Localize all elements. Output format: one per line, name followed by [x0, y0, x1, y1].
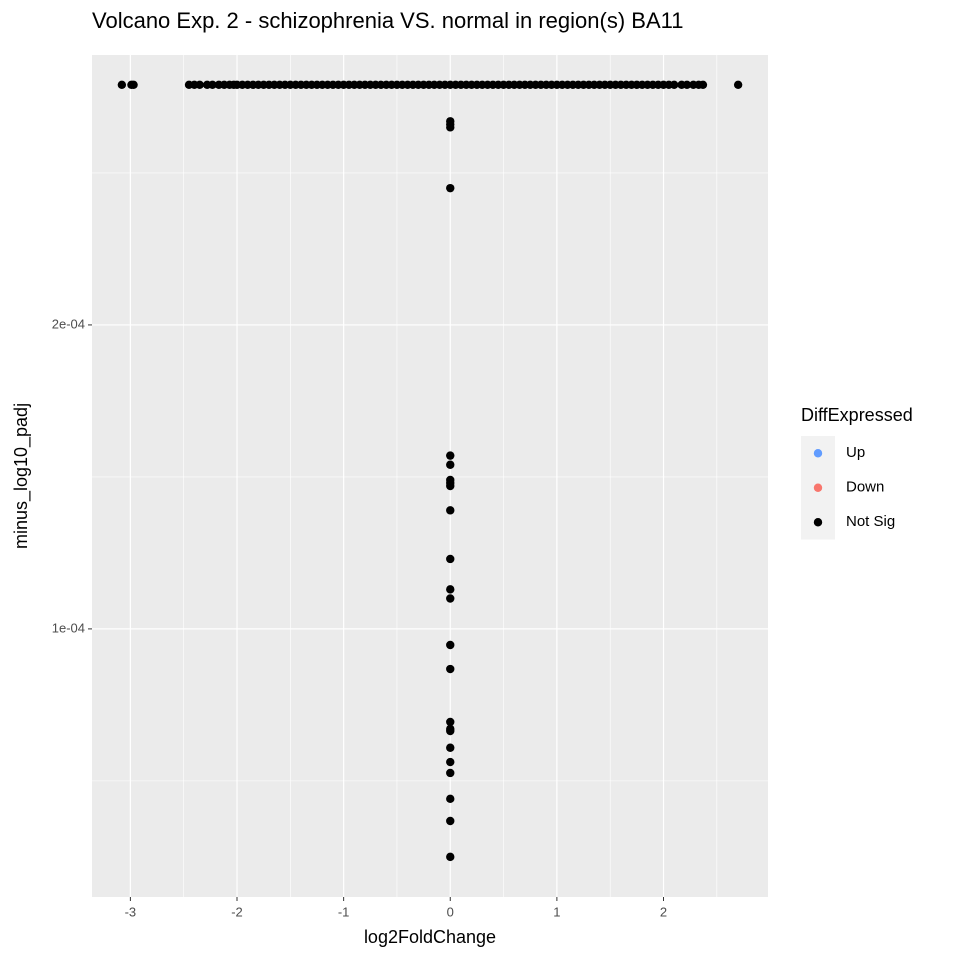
legend-marker — [813, 483, 823, 492]
point — [446, 726, 455, 736]
x-tick-label: 0 — [447, 904, 454, 919]
point — [208, 80, 217, 89]
point — [195, 80, 204, 89]
point — [446, 594, 455, 603]
legend-label: Down — [846, 479, 884, 496]
legend-label: Not Sig — [846, 513, 895, 530]
legend-title: DiffExpressed — [801, 405, 913, 425]
x-tick-label: 1 — [553, 904, 560, 919]
point — [446, 768, 455, 778]
point — [682, 80, 692, 89]
point — [446, 183, 455, 193]
point — [698, 80, 708, 89]
y-tick-label: 1e-04 — [52, 620, 85, 635]
point — [446, 451, 455, 460]
point — [446, 585, 455, 594]
point — [446, 506, 455, 515]
panel — [92, 55, 768, 897]
point — [446, 757, 455, 767]
x-tick-label: -1 — [338, 904, 350, 919]
x-tick-label: 2 — [660, 904, 667, 919]
point — [446, 794, 455, 804]
x-tick-label: -2 — [231, 904, 243, 919]
point — [446, 664, 455, 674]
point — [446, 460, 455, 469]
point — [669, 80, 679, 89]
point — [446, 640, 455, 650]
point — [446, 481, 455, 491]
legend-marker — [813, 449, 823, 458]
chart-title: Volcano Exp. 2 - schizophrenia VS. norma… — [92, 8, 683, 33]
point — [446, 123, 455, 132]
point — [446, 743, 455, 752]
x-axis-label: log2FoldChange — [364, 927, 496, 947]
point — [129, 80, 138, 89]
point — [446, 852, 455, 862]
point — [446, 816, 455, 826]
y-tick-label: 2e-04 — [52, 316, 85, 331]
legend-label: Up — [846, 444, 865, 461]
point — [446, 554, 455, 564]
x-tick-label: -3 — [125, 904, 137, 919]
legend-marker — [813, 518, 823, 527]
point — [733, 80, 743, 89]
y-axis-label: minus_log10_padj — [11, 403, 32, 549]
point — [117, 80, 127, 89]
point — [446, 717, 455, 727]
